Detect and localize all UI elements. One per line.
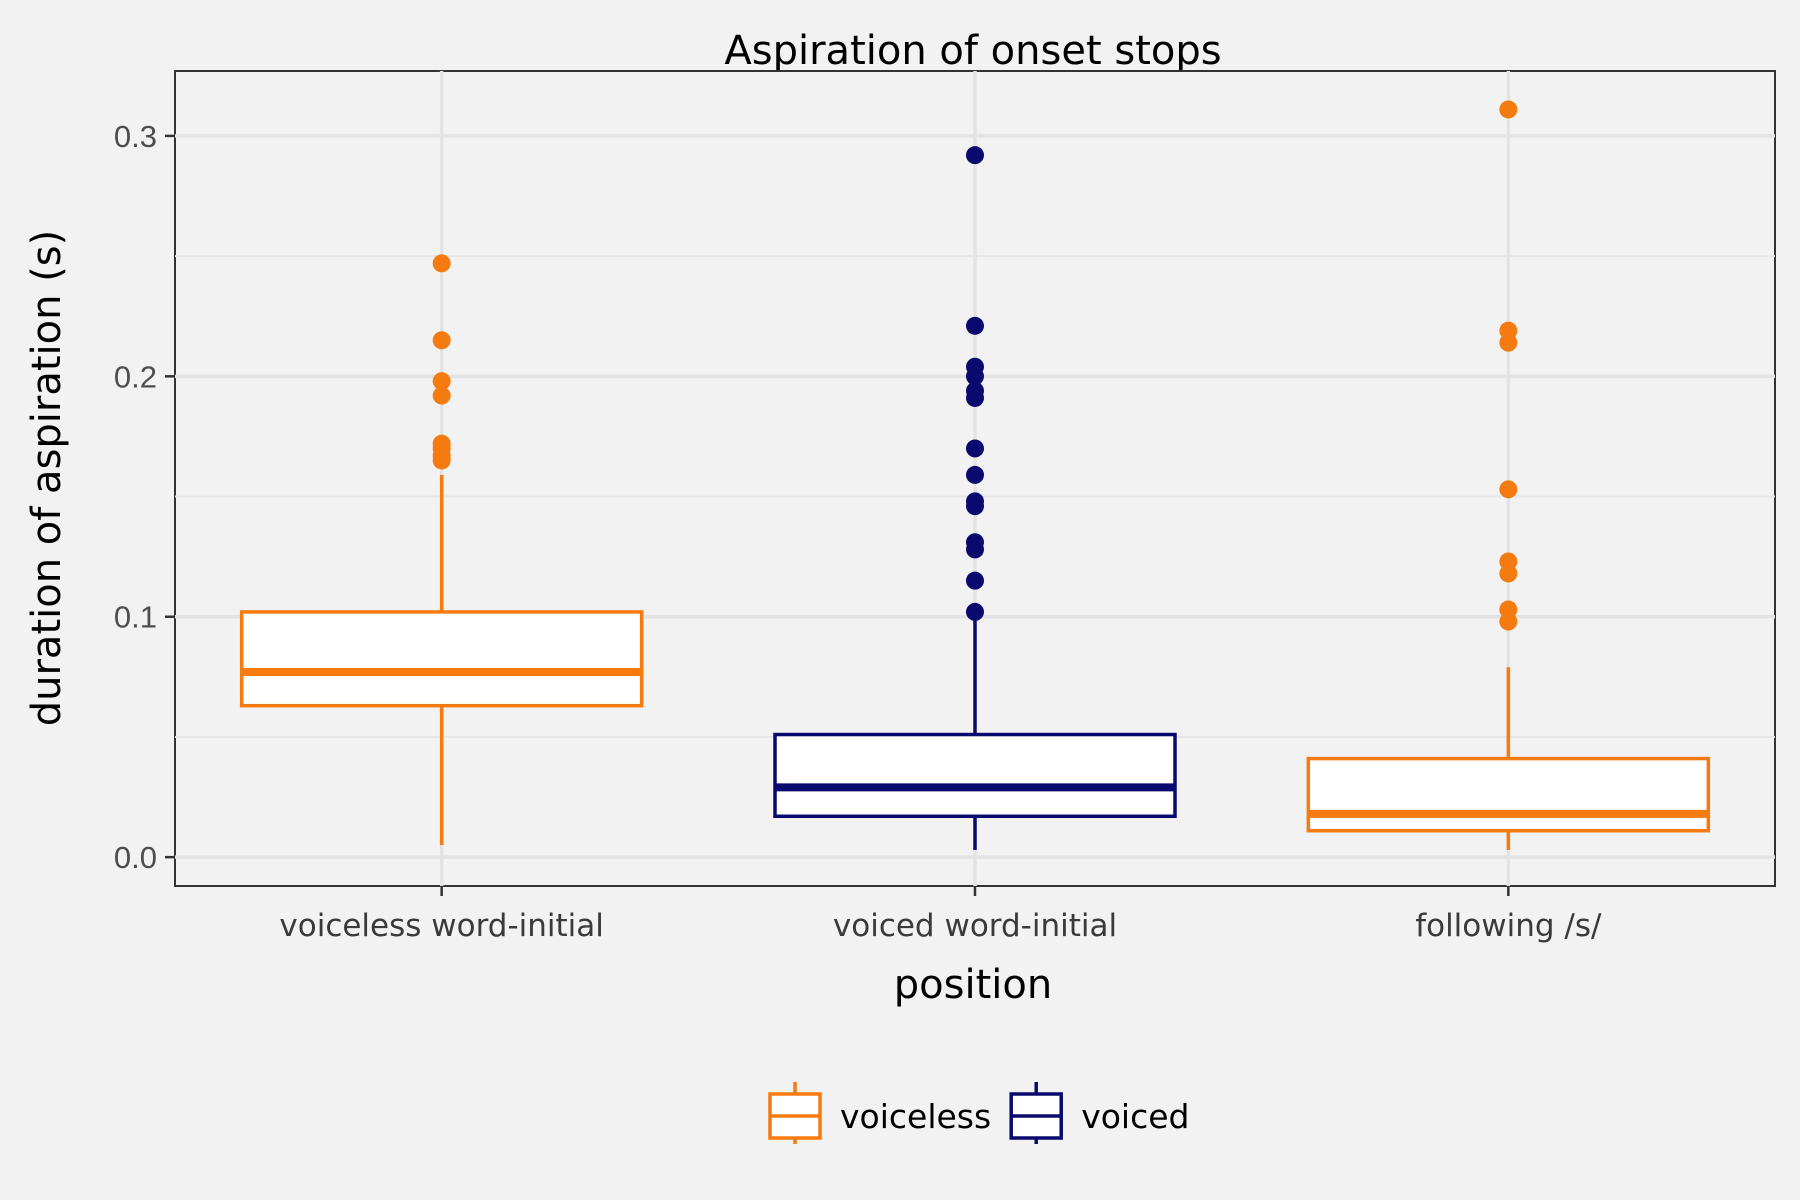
outlier-point <box>966 388 984 407</box>
outlier-point <box>432 254 451 273</box>
x-axis: voiceless word-initial voiced word-initia… <box>279 886 1602 944</box>
y-tick-label: 0.2 <box>114 359 157 394</box>
y-axis: 0.0 0.1 0.2 0.3 <box>114 119 175 875</box>
outlier-point <box>1499 480 1518 499</box>
x-tick-label: voiceless word-initial <box>279 908 604 944</box>
outlier-point <box>432 451 451 470</box>
outlier-point <box>1499 612 1518 631</box>
outlier-point <box>966 367 984 386</box>
y-axis-title: duration of aspiration (s) <box>24 230 70 727</box>
y-tick-label: 0.0 <box>114 840 157 875</box>
boxplot-voiceless <box>1306 100 1711 850</box>
legend-label: voiced <box>1081 1097 1189 1136</box>
x-tick-label: voiced word-initial <box>833 908 1117 944</box>
outlier-point <box>966 497 984 516</box>
outlier-point <box>432 331 451 350</box>
box-iqr <box>773 732 1177 819</box>
chart-title: Aspiration of onset stops <box>724 28 1221 74</box>
x-axis-title: position <box>894 962 1052 1008</box>
outlier-point <box>966 465 984 484</box>
outlier-point <box>1499 564 1518 583</box>
boxplots <box>239 100 1711 850</box>
y-tick-label: 0.3 <box>114 119 157 154</box>
outlier-point <box>966 146 984 165</box>
legend-item-voiceless: voiceless <box>768 1082 991 1144</box>
outlier-point <box>432 372 451 391</box>
outlier-point <box>966 571 984 590</box>
box-iqr <box>239 610 644 708</box>
outlier-point <box>1499 100 1518 119</box>
outlier-point <box>966 602 984 621</box>
boxplot-voiced <box>773 146 1177 850</box>
outlier-point <box>1499 333 1518 352</box>
legend: voiceless voiced <box>768 1082 1189 1144</box>
legend-label: voiceless <box>840 1097 991 1136</box>
x-tick-label: following /s/ <box>1415 908 1602 944</box>
legend-item-voiced: voiced <box>1009 1082 1189 1144</box>
y-tick-label: 0.1 <box>114 600 157 635</box>
box-iqr <box>1306 756 1711 833</box>
outlier-point <box>966 439 984 458</box>
outlier-point <box>432 386 451 405</box>
outlier-point <box>966 316 984 335</box>
boxplot-voiceless <box>239 254 644 846</box>
outlier-point <box>966 540 984 559</box>
